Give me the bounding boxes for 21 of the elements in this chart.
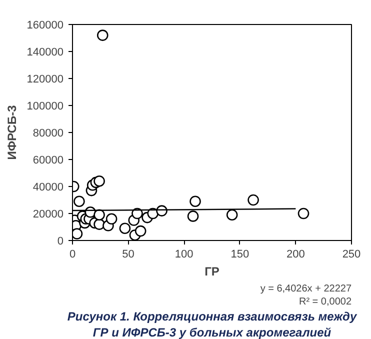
text: ГР и ИФРСБ-3 у больных акромегалией [92,326,332,339]
x-tick-label: 0 [69,248,76,260]
y-tick-label: 40000 [32,182,64,194]
text: y = 6,4026x + 22227 [260,284,352,294]
y-tick-label: 60000 [32,154,64,166]
y-tick-label: 20000 [32,208,64,220]
y-tick-label: 160000 [26,20,64,32]
x-tick-label: 250 [342,248,361,260]
text: Рисунок 1. Корреляционная взаимосвязь между [67,310,358,324]
y-tick-label: 140000 [26,46,64,58]
x-tick-label: 150 [230,248,250,260]
x-axis-title: ГР [204,264,220,278]
x-tick-label: 100 [174,248,194,260]
x-tick-label: 200 [286,248,305,260]
y-tick-label: 100000 [26,100,64,112]
y-tick-label: 0 [57,236,64,248]
text: R² = 0,0002 [298,296,352,308]
y-tick-label: 120000 [26,74,64,86]
x-tick-label: 50 [122,248,134,260]
y-axis-title: ИФРСБ-3 [4,104,19,160]
y-tick-label: 80000 [32,128,64,140]
